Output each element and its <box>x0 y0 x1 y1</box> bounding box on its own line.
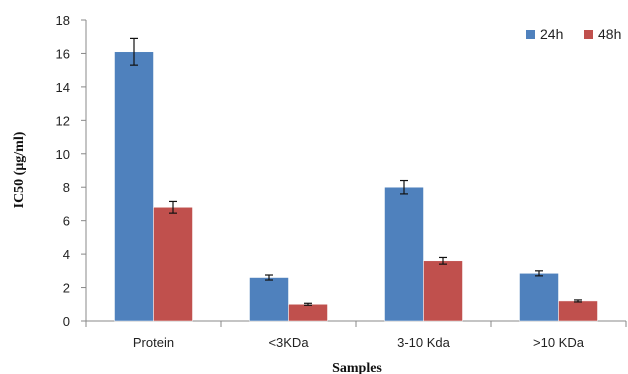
y-tick-label: 2 <box>63 281 70 296</box>
x-tick-label: Protein <box>133 335 174 350</box>
y-tick-label: 14 <box>56 80 70 95</box>
bar <box>384 186 424 322</box>
y-tick-label: 0 <box>63 314 70 329</box>
bar <box>288 304 328 322</box>
y-tick-label: 6 <box>63 214 70 229</box>
x-tick-label: 3-10 Kda <box>397 335 451 350</box>
bar <box>423 260 463 322</box>
legend-swatch <box>584 30 593 39</box>
bar <box>249 277 289 322</box>
y-tick-label: 16 <box>56 46 70 61</box>
x-tick-label: <3KDa <box>268 335 309 350</box>
y-tick-label: 4 <box>63 247 70 262</box>
y-tick-label: 8 <box>63 180 70 195</box>
legend-label: 24h <box>540 26 563 42</box>
legend: 24h 48h <box>526 26 621 42</box>
bar <box>558 300 598 322</box>
legend-label: 48h <box>598 26 621 42</box>
bar <box>519 273 559 322</box>
x-tick-label: >10 KDa <box>533 335 585 350</box>
y-tick-label: 12 <box>56 113 70 128</box>
bar <box>153 207 193 322</box>
y-axis-title: IC50 (μg/ml) <box>12 131 27 208</box>
x-axis-title: Samples <box>332 361 382 374</box>
y-tick-label: 18 <box>56 13 70 28</box>
y-tick-label: 10 <box>56 147 70 162</box>
bar <box>114 51 154 322</box>
legend-swatch <box>526 30 535 39</box>
plot-area: 0 2 4 6 8 10 12 14 16 18 Protein <3KDa 3-10 Kda >10 K… <box>56 13 627 350</box>
